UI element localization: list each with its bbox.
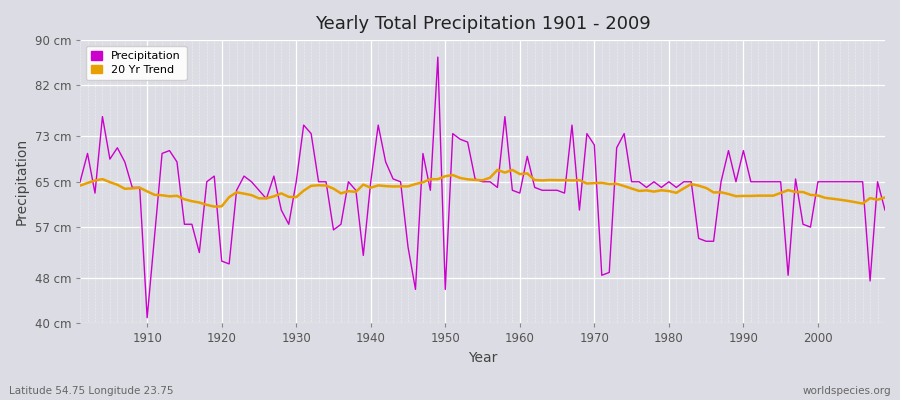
Title: Yearly Total Precipitation 1901 - 2009: Yearly Total Precipitation 1901 - 2009 bbox=[315, 15, 651, 33]
X-axis label: Year: Year bbox=[468, 351, 497, 365]
Text: worldspecies.org: worldspecies.org bbox=[803, 386, 891, 396]
Text: Latitude 54.75 Longitude 23.75: Latitude 54.75 Longitude 23.75 bbox=[9, 386, 174, 396]
Legend: Precipitation, 20 Yr Trend: Precipitation, 20 Yr Trend bbox=[86, 46, 186, 80]
Y-axis label: Precipitation: Precipitation bbox=[15, 138, 29, 225]
